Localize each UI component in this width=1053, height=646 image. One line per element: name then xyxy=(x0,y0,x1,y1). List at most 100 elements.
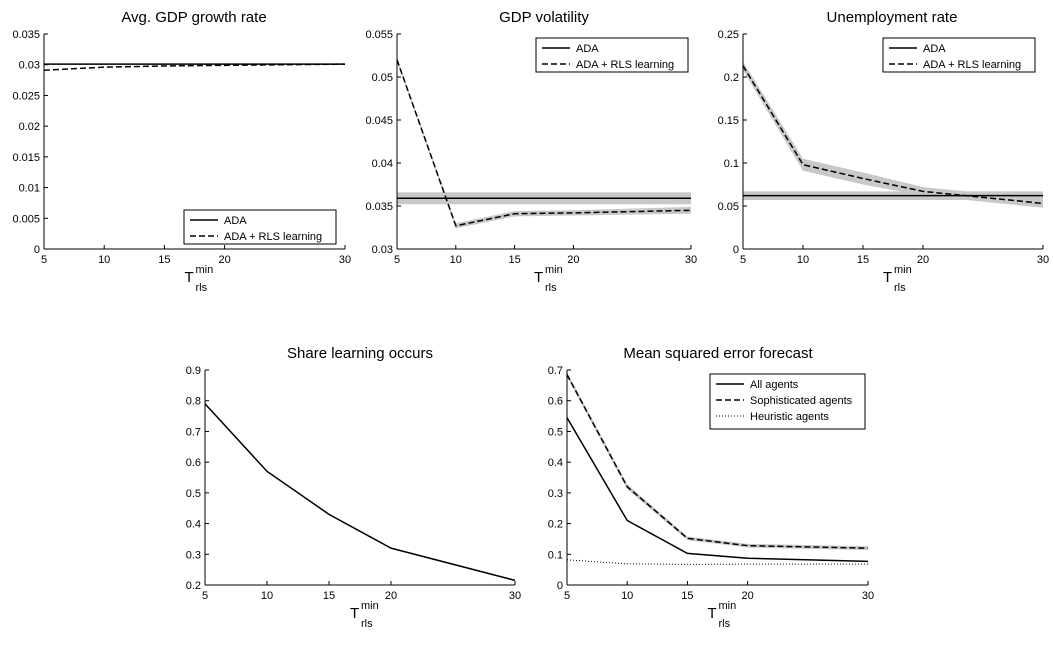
y-tick-label: 0.5 xyxy=(186,488,201,500)
x-axis-label-subscript: rls xyxy=(719,618,731,630)
x-axis-label-superscript: min xyxy=(361,600,379,612)
x-tick-label: 20 xyxy=(385,590,397,602)
legend-box xyxy=(709,373,866,430)
y-tick-label: 0.005 xyxy=(12,213,40,225)
x-tick-label: 15 xyxy=(158,254,170,266)
x-axis-label-subscript: rls xyxy=(545,282,557,294)
legend-label: ADA + RLS learning xyxy=(576,59,674,71)
y-tick-label: 0.6 xyxy=(186,457,201,469)
chart-panel-5: Mean squared error forecast 5 10 15 20 30 0 0.1… xyxy=(548,345,874,630)
x-axis-label: T xyxy=(883,269,892,286)
series-line-3 xyxy=(566,559,868,565)
series-band-2 xyxy=(743,61,1043,208)
y-tick-label: 0.1 xyxy=(724,158,739,170)
y-tick-label: 0.2 xyxy=(548,519,563,531)
x-tick-label: 30 xyxy=(1037,254,1049,266)
legend-box xyxy=(183,209,337,245)
x-tick-label: 30 xyxy=(862,590,874,602)
y-tick-label: 0.15 xyxy=(718,115,739,127)
y-tick-label: 0.025 xyxy=(12,90,40,102)
legend: All agents Sophisticated agents Heuristic … xyxy=(709,373,866,430)
y-tick-label: 0 xyxy=(557,580,563,592)
x-tick-label: 15 xyxy=(681,590,693,602)
y-tick-label: 0.4 xyxy=(548,457,563,469)
chart-title: GDP volatility xyxy=(499,9,589,26)
y-tick-label: 0.05 xyxy=(718,201,739,213)
x-tick-label: 30 xyxy=(339,254,351,266)
chart-panel-4: Share learning occurs 5 10 15 20 30 0.2 0.3 0.4 0… xyxy=(186,345,521,630)
y-tick-label: 0.4 xyxy=(186,519,201,531)
series-line-2 xyxy=(43,63,346,71)
y-tick-label: 0.7 xyxy=(548,365,563,377)
x-tick-label: 10 xyxy=(450,254,462,266)
x-tick-label: 20 xyxy=(567,254,579,266)
x-tick-label: 20 xyxy=(218,254,230,266)
x-axis-label: T xyxy=(708,605,717,622)
x-tick-label: 10 xyxy=(98,254,110,266)
y-tick-label: 0.8 xyxy=(186,396,201,408)
x-tick-label: 20 xyxy=(917,254,929,266)
x-axis-label: T xyxy=(350,605,359,622)
x-tick-label: 5 xyxy=(394,254,400,266)
x-axis-label-subscript: rls xyxy=(361,618,373,630)
y-tick-label: 0.015 xyxy=(12,152,40,164)
y-tick-label: 0 xyxy=(733,244,739,256)
chart-panel-3: Unemployment rate 5 10 15 20 30 0 0.05 0.1 0.15 0.… xyxy=(718,9,1050,294)
y-tick-label: 0.035 xyxy=(12,29,40,41)
y-tick-label: 0.02 xyxy=(19,121,40,133)
legend-box xyxy=(882,37,1036,73)
series-line-2 xyxy=(396,59,692,227)
x-axis-label-superscript: min xyxy=(894,264,912,276)
y-tick-label: 0.05 xyxy=(372,72,393,84)
y-tick-label: 0.3 xyxy=(548,488,563,500)
y-tick-label: 0.03 xyxy=(372,244,393,256)
series-line-1 xyxy=(204,403,516,582)
x-tick-label: 5 xyxy=(564,590,570,602)
y-tick-label: 0.3 xyxy=(186,549,201,561)
y-tick-label: 0.25 xyxy=(718,29,739,41)
x-tick-label: 30 xyxy=(509,590,521,602)
y-tick-label: 0.055 xyxy=(365,29,393,41)
legend: ADA ADA + RLS learning xyxy=(535,37,689,73)
x-axis-label: T xyxy=(185,269,194,286)
x-tick-label: 10 xyxy=(621,590,633,602)
chart-panel-2: GDP volatility 5 10 15 20 30 0.03 0.035 0.04 0.04… xyxy=(365,9,697,294)
y-tick-label: 0.1 xyxy=(548,549,563,561)
x-tick-label: 30 xyxy=(685,254,697,266)
x-tick-label: 5 xyxy=(202,590,208,602)
legend: ADA ADA + RLS learning xyxy=(882,37,1036,73)
legend-label: ADA xyxy=(923,43,946,55)
x-tick-label: 15 xyxy=(857,254,869,266)
legend-label: ADA xyxy=(224,215,247,227)
x-axis-label-superscript: min xyxy=(719,600,737,612)
y-tick-label: 0 xyxy=(34,244,40,256)
y-tick-label: 0.9 xyxy=(186,365,201,377)
x-axis-label: T xyxy=(534,269,543,286)
y-tick-label: 0.7 xyxy=(186,426,201,438)
chart-title: Unemployment rate xyxy=(827,9,958,26)
legend-label: ADA + RLS learning xyxy=(224,231,322,243)
x-tick-label: 20 xyxy=(741,590,753,602)
legend-label: Heuristic agents xyxy=(750,411,829,423)
chart-title: Mean squared error forecast xyxy=(623,345,813,362)
chart-panel-1: Avg. GDP growth rate 5 10 15 20 30 0 0.005 0.01 0… xyxy=(12,9,351,294)
x-tick-label: 10 xyxy=(797,254,809,266)
chart-title: Share learning occurs xyxy=(287,345,433,362)
y-tick-label: 0.2 xyxy=(724,72,739,84)
x-axis-label-superscript: min xyxy=(545,264,563,276)
x-axis-label-subscript: rls xyxy=(196,282,208,294)
legend: ADA ADA + RLS learning xyxy=(183,209,337,245)
x-tick-label: 10 xyxy=(261,590,273,602)
y-tick-label: 0.045 xyxy=(365,115,393,127)
series-line-1 xyxy=(566,417,869,563)
legend-label: Sophisticated agents xyxy=(750,395,853,407)
y-tick-label: 0.2 xyxy=(186,580,201,592)
chart-title: Avg. GDP growth rate xyxy=(121,9,266,26)
y-tick-label: 0.04 xyxy=(372,158,393,170)
series-line-2 xyxy=(566,374,869,549)
y-tick-label: 0.01 xyxy=(19,183,40,195)
y-tick-label: 0.03 xyxy=(19,60,40,72)
legend-box xyxy=(535,37,689,73)
x-tick-label: 15 xyxy=(323,590,335,602)
